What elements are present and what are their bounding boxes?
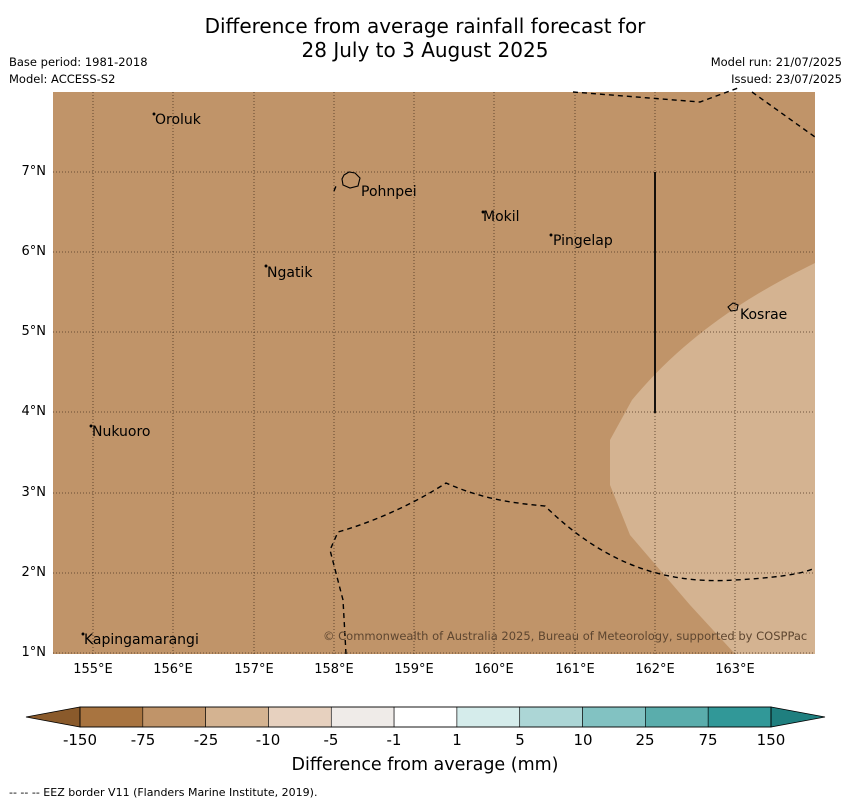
- y-tick-label: 4°N: [21, 404, 47, 419]
- place-label-kosrae: Kosrae: [740, 307, 788, 323]
- colorbar-segment: [456, 706, 521, 728]
- anomaly-region-light: [610, 263, 815, 654]
- y-tick-label: 7°N: [21, 164, 47, 179]
- colorbar-tick-label: -75: [130, 731, 156, 749]
- x-tick-label: 161°E: [555, 662, 595, 677]
- colorbar-segment: [205, 706, 269, 728]
- colorbar-tick-label: 25: [635, 731, 655, 749]
- island-outlines: [81, 112, 739, 636]
- map-title-line1: Difference from average rainfall forecas…: [204, 14, 646, 38]
- x-tick-label: 157°E: [234, 662, 274, 677]
- colorbar-segment: [707, 706, 772, 728]
- place-label-kapingamarangi: Kapingamarangi: [84, 632, 199, 648]
- colorbar-segment: [645, 706, 709, 728]
- y-tick-label: 5°N: [21, 324, 47, 339]
- eez-borders: [329, 87, 816, 655]
- colorbar-tick-label: -150: [62, 731, 98, 749]
- colorbar-tick-label: 1: [452, 731, 462, 749]
- x-tick-label: 160°E: [474, 662, 514, 677]
- colorbar-tick-label: 10: [573, 731, 593, 749]
- colorbar-segment: [142, 706, 206, 728]
- y-tick-label: 6°N: [21, 244, 47, 259]
- colorbar-tick-label: -5: [323, 731, 339, 749]
- place-label-ngatik: Ngatik: [267, 265, 313, 281]
- map-title-line2: 28 July to 3 August 2025: [301, 38, 549, 62]
- colorbar-tick-label: 5: [515, 731, 525, 749]
- colorbar-tick-label: -25: [193, 731, 219, 749]
- y-tick-label: 2°N: [21, 565, 47, 580]
- colorbar-segment: [519, 706, 583, 728]
- colorbar-tick-label: -10: [255, 731, 281, 749]
- place-label-mokil: Mokil: [483, 209, 520, 225]
- meta-left: Base period: 1981-2018 Model: ACCESS-S2: [9, 54, 148, 88]
- colorbar-tick-label: -1: [386, 731, 402, 749]
- kosrae-island: [727, 302, 739, 312]
- colorbar-segment: [330, 706, 395, 728]
- y-tick-label: 1°N: [21, 645, 47, 660]
- copyright-notice: © Commonwealth of Australia 2025, Bureau…: [323, 629, 808, 643]
- model-name: Model: ACCESS-S2: [9, 72, 116, 86]
- x-tick-label: 163°E: [715, 662, 755, 677]
- model-run: Model run: 21/07/2025: [710, 55, 842, 69]
- issued-date: Issued: 23/07/2025: [731, 72, 842, 86]
- colorbar-outline: [79, 706, 772, 728]
- place-label-pingelap: Pingelap: [553, 233, 613, 249]
- place-label-pohnpei: Pohnpei: [361, 184, 417, 200]
- colorbar-title: Difference from average (mm): [291, 755, 559, 775]
- colorbar-segment: [268, 706, 332, 728]
- eez-legend-note: -- -- -- EEZ border V11 (Flanders Marine…: [9, 786, 318, 799]
- colorbar-segments: [79, 706, 772, 728]
- x-tick-label: 162°E: [635, 662, 675, 677]
- pohnpei-island: [341, 171, 361, 189]
- meta-right: Model run: 21/07/2025 Issued: 23/07/2025: [711, 54, 842, 88]
- x-tick-label: 155°E: [73, 662, 113, 677]
- colorbar-tick-label: 75: [698, 731, 718, 749]
- colorbar-tick-label: 150: [756, 731, 786, 749]
- y-tick-label: 3°N: [21, 485, 47, 500]
- x-tick-label: 159°E: [394, 662, 434, 677]
- colorbar-extend-low: [25, 706, 81, 728]
- colorbar-extend-high: [770, 706, 826, 728]
- colorbar-segment: [79, 706, 144, 728]
- place-label-nukuoro: Nukuoro: [92, 424, 151, 440]
- base-period: Base period: 1981-2018: [9, 55, 148, 69]
- colorbar-segment: [582, 706, 646, 728]
- colorbar-segment: [393, 706, 458, 728]
- colorbar: [25, 706, 826, 728]
- x-tick-label: 156°E: [153, 662, 193, 677]
- place-label-oroluk: Oroluk: [155, 112, 201, 128]
- x-tick-label: 158°E: [314, 662, 354, 677]
